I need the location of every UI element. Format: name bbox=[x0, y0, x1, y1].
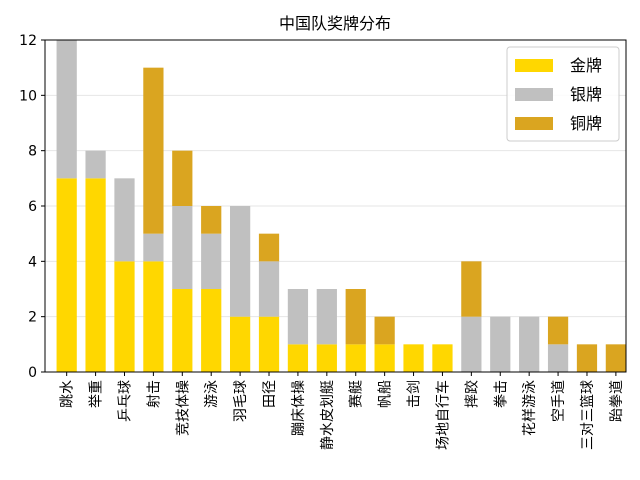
bar-silver-3 bbox=[143, 233, 164, 262]
x-tick-label: 举重 bbox=[89, 380, 105, 408]
y-tick-label: 12 bbox=[19, 33, 37, 49]
bar-silver-2 bbox=[114, 178, 135, 262]
bar-gold-0 bbox=[56, 178, 77, 372]
x-tick-label: 射击 bbox=[146, 380, 162, 408]
bar-silver-0 bbox=[56, 40, 77, 179]
bar-silver-17 bbox=[547, 344, 569, 372]
x-tick-label: 击剑 bbox=[407, 380, 423, 408]
bar-bronze-5 bbox=[201, 206, 222, 234]
bar-gold-9 bbox=[316, 344, 337, 372]
bar-silver-5 bbox=[201, 233, 222, 289]
y-tick-label: 6 bbox=[28, 199, 37, 215]
bar-gold-1 bbox=[85, 178, 106, 372]
bar-silver-14 bbox=[461, 316, 482, 372]
bar-silver-9 bbox=[316, 289, 337, 345]
chart-title: 中国队奖牌分布 bbox=[279, 14, 391, 33]
bar-bronze-19 bbox=[605, 344, 626, 372]
x-tick-label: 场地自行车 bbox=[434, 380, 451, 450]
bar-gold-4 bbox=[172, 289, 193, 372]
x-tick-label: 空手道 bbox=[551, 380, 567, 422]
x-tick-label: 羽毛球 bbox=[233, 380, 249, 422]
bar-gold-2 bbox=[114, 261, 135, 372]
bar-bronze-18 bbox=[576, 344, 598, 372]
bar-bronze-14 bbox=[461, 261, 482, 317]
y-tick-label: 2 bbox=[28, 310, 37, 326]
bar-silver-8 bbox=[287, 289, 309, 345]
bar-silver-15 bbox=[490, 316, 511, 372]
bar-bronze-4 bbox=[172, 150, 193, 206]
x-tick-label: 乒乓球 bbox=[117, 380, 133, 422]
bar-bronze-7 bbox=[258, 233, 280, 262]
legend-label: 银牌 bbox=[570, 85, 602, 104]
bar-silver-6 bbox=[229, 206, 251, 317]
x-tick-label: 花样游泳 bbox=[522, 380, 538, 436]
bar-bronze-10 bbox=[345, 289, 366, 345]
bar-bronze-17 bbox=[547, 316, 569, 345]
legend-label: 铜牌 bbox=[570, 114, 602, 133]
bar-silver-4 bbox=[172, 206, 193, 289]
y-tick-label: 8 bbox=[28, 144, 37, 160]
x-tick-label: 竞技体操 bbox=[174, 380, 191, 436]
x-tick-label: 跆拳道 bbox=[609, 380, 625, 422]
x-tick-label: 摔跤 bbox=[463, 380, 480, 408]
x-tick-label: 赛艇 bbox=[349, 380, 365, 408]
x-tick-label: 三对三篮球 bbox=[580, 380, 596, 450]
bars bbox=[56, 40, 626, 372]
x-axis: 跳水 举重 乒乓球 射击 竞技体操 游泳 羽毛球 田径 蹦床体操 静水皮划艇 赛艇 帆船 击剑 场地自行车… bbox=[60, 372, 625, 450]
legend-swatch-gold bbox=[515, 59, 553, 72]
bar-silver-16 bbox=[519, 316, 540, 372]
bar-gold-6 bbox=[229, 316, 251, 372]
x-tick-label: 帆船 bbox=[378, 380, 394, 408]
bar-silver-1 bbox=[85, 150, 106, 179]
y-tick-label: 0 bbox=[28, 365, 37, 381]
bar-gold-7 bbox=[258, 316, 280, 372]
x-tick-label: 游泳 bbox=[204, 380, 220, 408]
bar-gold-13 bbox=[432, 344, 453, 372]
bar-gold-3 bbox=[143, 261, 164, 372]
y-tick-label: 4 bbox=[28, 254, 37, 270]
bar-gold-8 bbox=[287, 344, 309, 372]
y-axis: 0 2 4 6 8 10 12 bbox=[19, 33, 45, 381]
bar-gold-11 bbox=[374, 344, 395, 372]
bar-silver-7 bbox=[258, 261, 280, 317]
x-tick-label: 跳水 bbox=[60, 380, 76, 408]
y-tick-label: 10 bbox=[19, 88, 37, 104]
bar-gold-10 bbox=[345, 344, 366, 372]
x-tick-label: 静水皮划艇 bbox=[320, 380, 336, 450]
legend-swatch-bronze bbox=[515, 117, 553, 130]
legend-swatch-silver bbox=[515, 88, 553, 101]
legend-label: 金牌 bbox=[570, 56, 602, 75]
bar-bronze-11 bbox=[374, 316, 395, 345]
x-tick-label: 蹦床体操 bbox=[291, 380, 307, 436]
bar-bronze-3 bbox=[143, 67, 164, 234]
x-tick-label: 拳击 bbox=[493, 380, 509, 408]
bar-gold-12 bbox=[403, 344, 424, 372]
x-tick-label: 田径 bbox=[262, 380, 278, 408]
bar-gold-5 bbox=[201, 289, 222, 372]
